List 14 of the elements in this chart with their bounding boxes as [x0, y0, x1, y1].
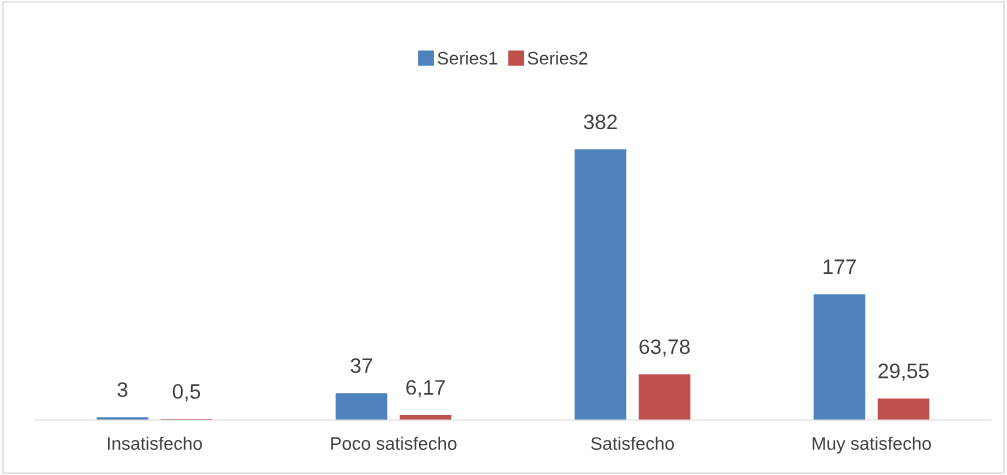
data-label: 37 — [350, 358, 373, 374]
legend-label: Series1 — [437, 51, 498, 65]
data-label: 63,78 — [639, 339, 690, 357]
data-label: 29,55 — [878, 363, 929, 381]
data-label: 6,17 — [406, 380, 445, 398]
data-label: 177 — [823, 259, 856, 274]
x-tick-label: Muy satisfecho — [812, 436, 931, 454]
data-label: 382 — [583, 114, 617, 130]
legend-label: Series2 — [527, 51, 588, 65]
x-tick-label: Insatisfecho — [107, 436, 202, 450]
data-label: 3 — [117, 382, 128, 398]
x-tick-label: Poco satisfecho — [331, 436, 457, 450]
data-label: 0,5 — [172, 384, 201, 402]
x-tick-label: Satisfecho — [591, 436, 674, 450]
